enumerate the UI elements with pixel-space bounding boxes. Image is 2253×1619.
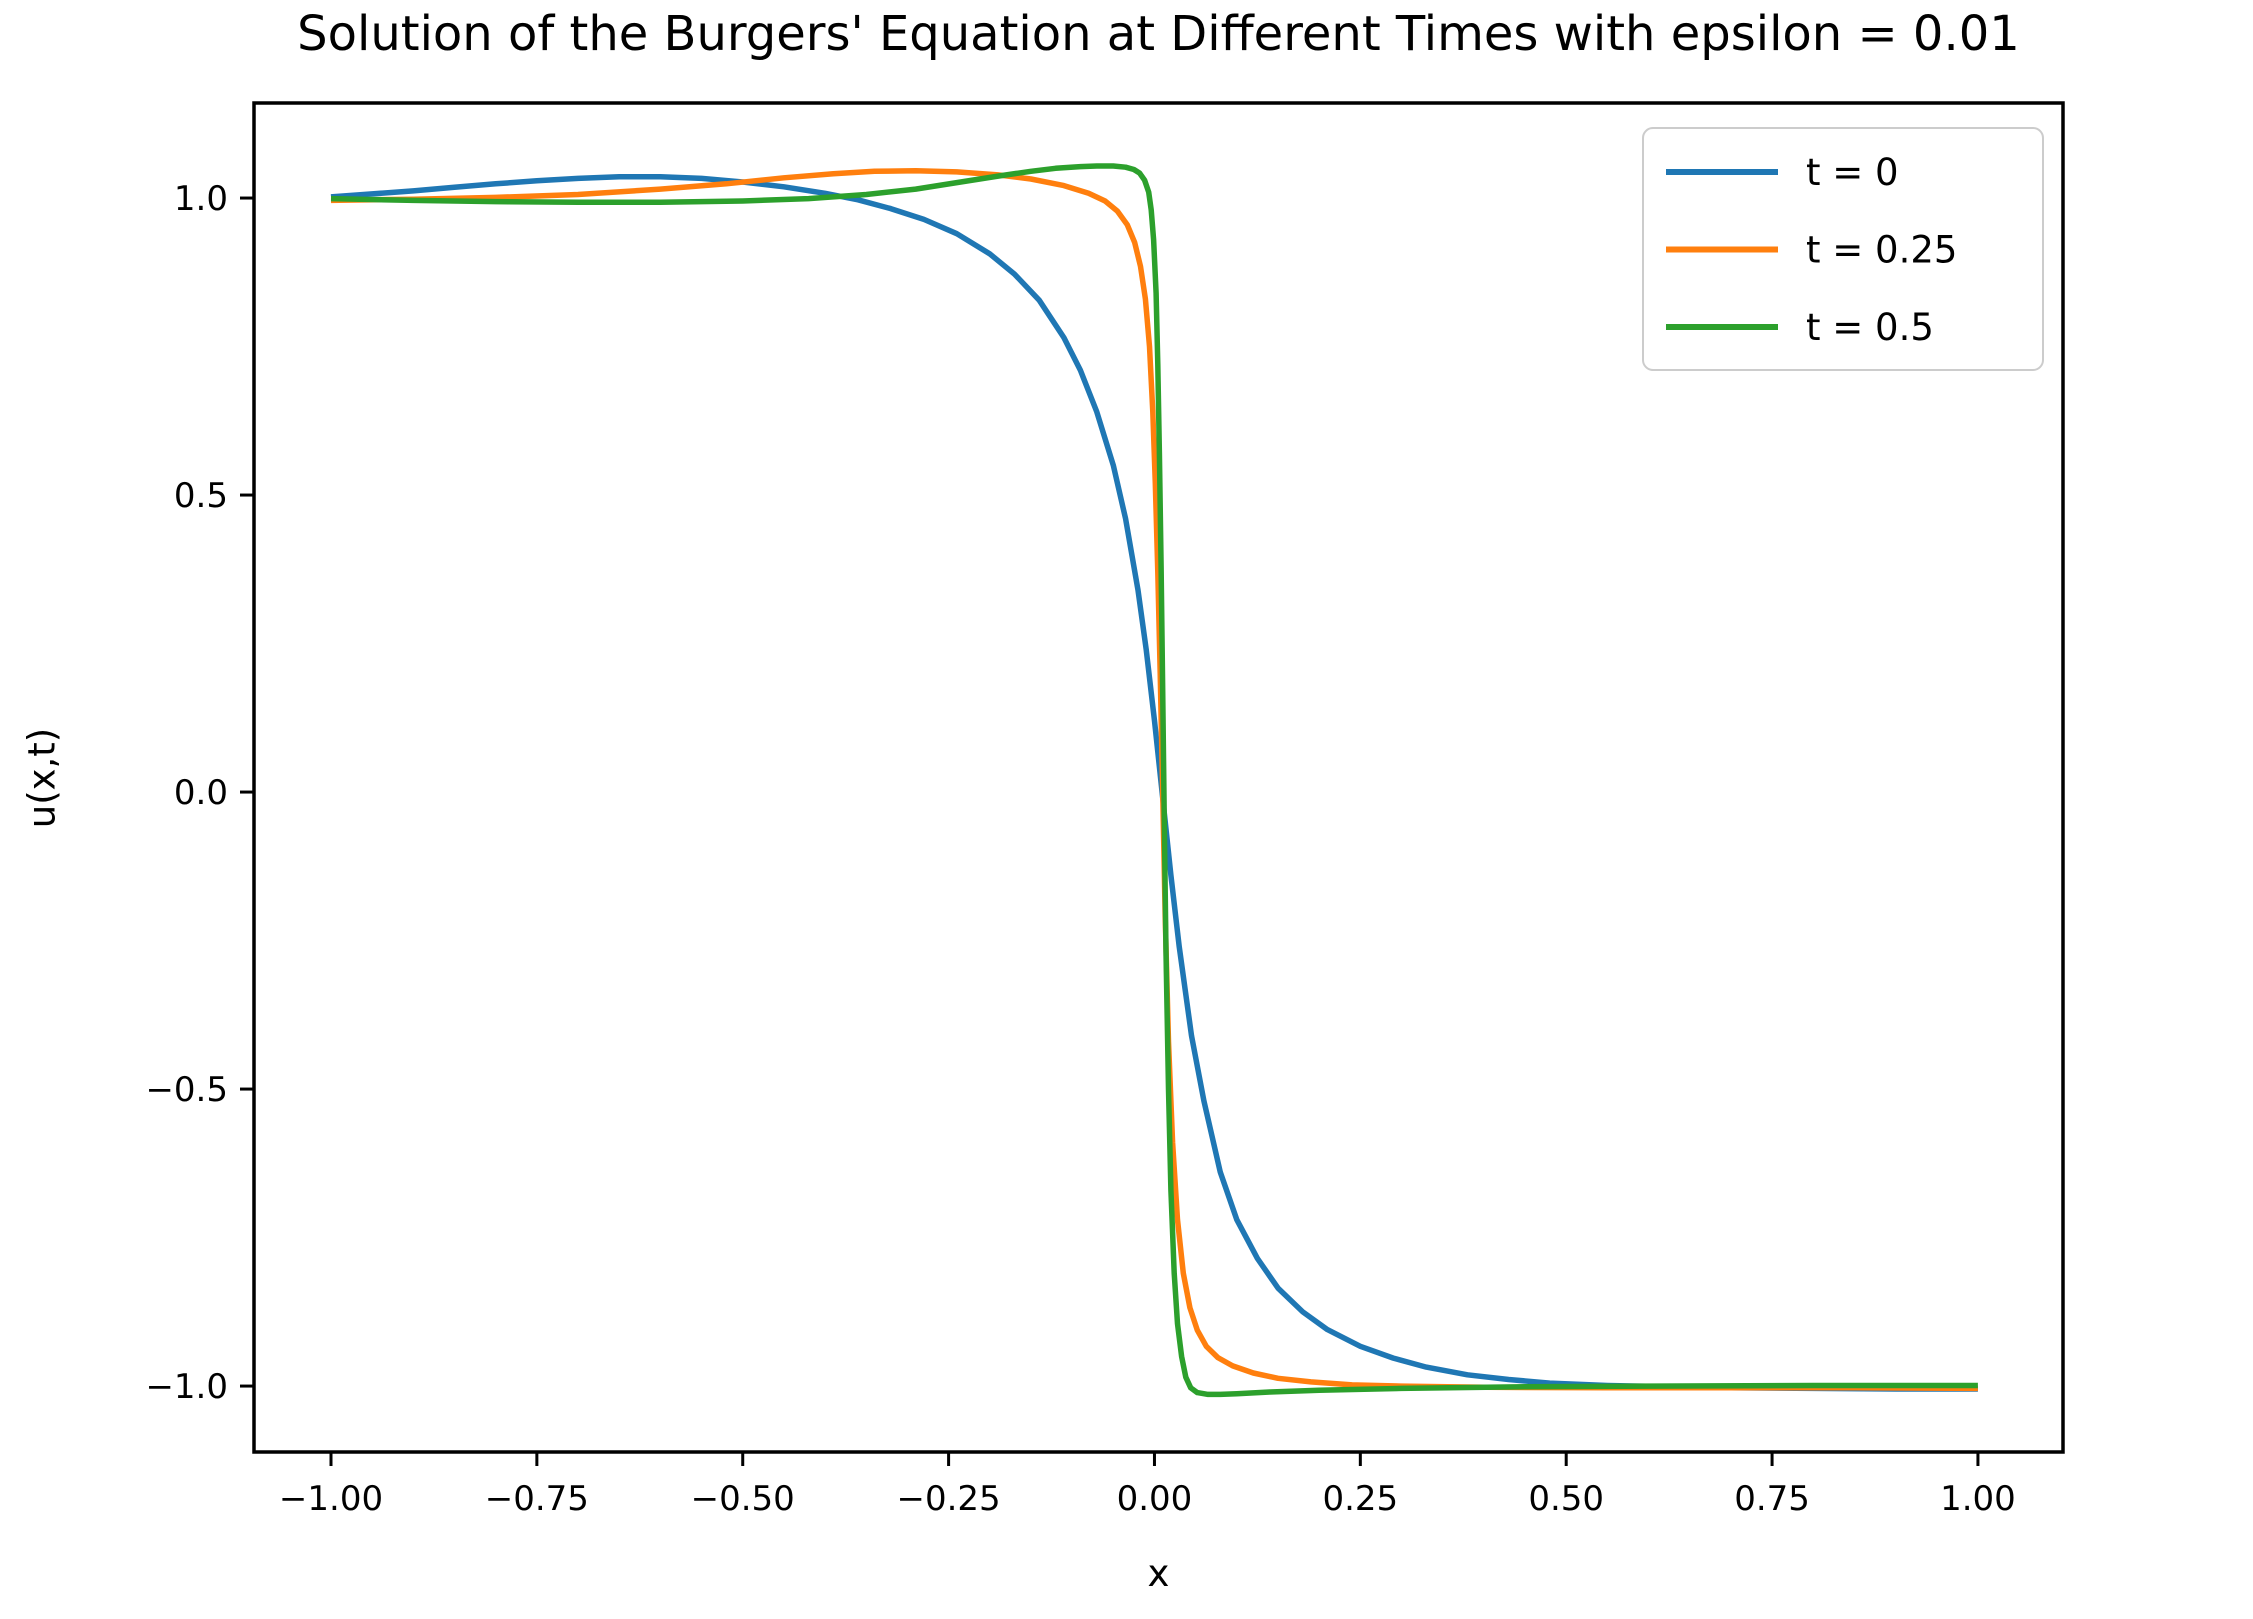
y-axis-label: u(x,t) [20,727,64,829]
x-tick-label: 1.00 [1940,1479,2016,1519]
series-line-2 [330,163,1978,1398]
y-tick-label: 0.0 [174,773,228,813]
x-tick-label: −0.50 [691,1479,795,1519]
y-tick-label: 1.0 [174,179,228,219]
x-tick-label: 0.25 [1322,1479,1398,1519]
legend-box [1642,127,2044,371]
legend-label-1: t = 0.25 [1806,229,1957,272]
series-line-0 [330,173,1978,1392]
legend-label-0: t = 0 [1806,151,1899,194]
x-tick-label: −1.00 [279,1479,383,1519]
series-line-1 [330,167,1978,1392]
x-tick-label: 0.75 [1734,1479,1810,1519]
legend-label-2: t = 0.5 [1806,306,1934,349]
y-tick-label: −0.5 [145,1070,228,1110]
y-tick-label: −1.0 [145,1367,228,1407]
x-tick-label: 0.00 [1117,1479,1193,1519]
axes-box [252,101,2065,1454]
x-axis-label: x [1147,1552,1170,1595]
chart-title: Solution of the Burgers' Equation at Dif… [297,6,2020,62]
x-tick-label: −0.75 [485,1479,589,1519]
x-tick-label: 0.50 [1528,1479,1604,1519]
y-tick-label: 0.5 [174,476,228,516]
x-tick-label: −0.25 [896,1479,1000,1519]
